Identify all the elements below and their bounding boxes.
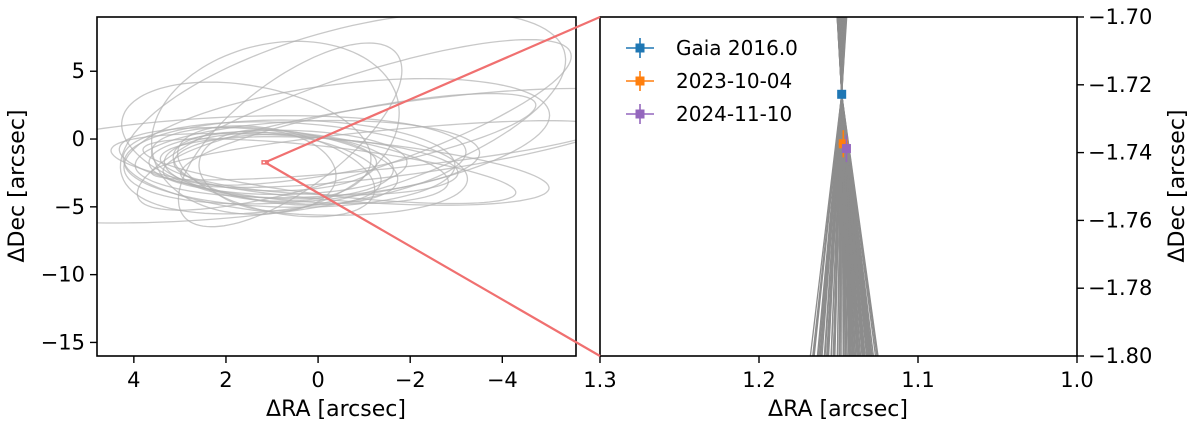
left-x-axis-label: ΔRA [arcsec] <box>266 397 406 422</box>
orbit-track <box>180 92 537 186</box>
zoom-region-marker <box>261 160 269 165</box>
orbit-track <box>172 131 382 206</box>
y-tick-label: −1.70 <box>1088 5 1152 29</box>
y-tick-label: −1.78 <box>1088 276 1152 300</box>
x-tick-label: 1.2 <box>742 368 775 392</box>
left-y-axis-label: ΔDec [arcsec] <box>5 109 30 262</box>
orbit-track <box>97 115 467 224</box>
orbit-track <box>142 138 517 205</box>
left-y-ticks: 5 0 −5 −10 −15 <box>41 59 97 354</box>
orbit-track <box>118 126 449 205</box>
right-x-ticks: 1.3 1.2 1.1 1.0 <box>583 356 1094 392</box>
y-tick-label: −1.76 <box>1088 208 1152 232</box>
orbit-track <box>150 120 576 181</box>
orbit-track <box>159 135 459 196</box>
legend-marker <box>635 43 645 53</box>
y-tick-label: 0 <box>72 127 85 151</box>
legend-label: 2023-10-04 <box>676 69 792 93</box>
right-axes-frame <box>599 16 1078 357</box>
legend: Gaia 2016.0 2023-10-04 2024-11-10 <box>626 36 798 126</box>
y-tick-label: −1.72 <box>1088 73 1152 97</box>
right-panel: 1.3 1.2 1.1 1.0 −1.70−1.72−1.74−1.76−1.78−1… <box>583 5 1190 422</box>
left-x-ticks: 4 2 0 −2 −4 <box>127 356 518 392</box>
y-tick-label: −1.80 <box>1088 344 1152 368</box>
orbit-track <box>198 129 337 212</box>
x-tick-label: 1.0 <box>1060 368 1093 392</box>
zoom-connector-lines <box>261 15 601 357</box>
orbit-track <box>150 40 400 215</box>
right-y-axis-label: ΔDec [arcsec] <box>1165 109 1190 262</box>
x-tick-label: 1.3 <box>583 368 616 392</box>
orbit-track <box>122 121 469 216</box>
x-tick-label: 1.1 <box>901 368 934 392</box>
orbit-track <box>163 132 394 200</box>
y-tick-label: −5 <box>54 195 85 219</box>
legend-label: Gaia 2016.0 <box>676 36 798 60</box>
left-axes-background <box>97 17 576 356</box>
legend-marker <box>635 109 645 119</box>
orbit-line <box>821 94 843 356</box>
x-tick-label: 2 <box>219 368 232 392</box>
x-tick-label: −4 <box>487 368 518 392</box>
x-tick-label: 0 <box>311 368 324 392</box>
legend-marker <box>635 76 645 86</box>
orbit-line <box>812 94 843 356</box>
orbit-track <box>136 38 572 211</box>
orbit-track <box>110 132 550 206</box>
x-tick-label: 4 <box>127 368 140 392</box>
x-tick-label: −2 <box>395 368 426 392</box>
orbit-track <box>119 17 567 215</box>
data-point-marker <box>838 139 848 149</box>
y-tick-label: −10 <box>41 263 85 287</box>
y-tick-label: −1.74 <box>1088 141 1152 165</box>
data-point-marker <box>837 89 847 99</box>
right-x-axis-label: ΔRA [arcsec] <box>768 397 908 422</box>
left-axes-frame <box>96 16 577 357</box>
left-panel: 4 2 0 −2 −4 5 0 −5 −10 −15 ΔRA [arcsec] ΔDec [ar… <box>5 16 577 422</box>
y-tick-label: 5 <box>72 59 85 83</box>
left-orbits <box>97 17 576 228</box>
y-tick-label: −15 <box>41 330 85 354</box>
legend-label: 2024-11-10 <box>676 102 792 126</box>
zoom-line-top <box>264 15 601 164</box>
zoom-line-bottom <box>264 161 601 357</box>
right-y-ticks: −1.70 −1.72 −1.74 −1.76 −1.78 −1.80 <box>1077 5 1152 368</box>
orbit-line <box>841 17 848 95</box>
right-data-points <box>837 89 851 163</box>
data-point-marker <box>841 144 851 154</box>
